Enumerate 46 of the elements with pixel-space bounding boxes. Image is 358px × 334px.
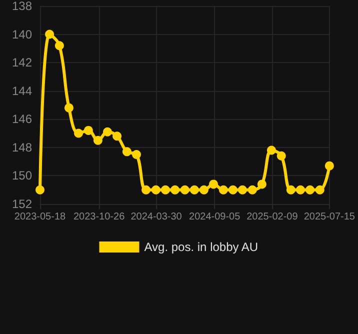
point xyxy=(228,185,238,194)
point xyxy=(103,127,112,136)
point xyxy=(132,150,141,159)
point xyxy=(190,185,199,194)
point xyxy=(257,180,266,189)
point xyxy=(84,126,93,135)
point xyxy=(160,185,170,194)
point xyxy=(209,180,218,189)
point xyxy=(151,185,160,194)
x-tick-label: 2023-10-26 xyxy=(73,212,126,222)
point xyxy=(238,185,247,194)
y-tick-label: 138 xyxy=(12,0,32,13)
point xyxy=(142,185,151,194)
point xyxy=(36,185,44,194)
point xyxy=(315,185,324,194)
y-tick-label: 150 xyxy=(12,168,32,183)
x-tick-label: 2023-05-18 xyxy=(14,212,66,222)
x-tick-label: 2025-02-09 xyxy=(246,212,298,222)
legend-label: Avg. pos. in lobby AU xyxy=(144,240,258,254)
x-tick-label: 2025-07-15 xyxy=(304,212,356,222)
point xyxy=(112,132,122,141)
point xyxy=(218,185,228,194)
point xyxy=(199,185,208,194)
x-tick-label: 2024-09-05 xyxy=(189,212,241,222)
point xyxy=(122,147,132,156)
point xyxy=(170,185,180,194)
point xyxy=(64,103,74,112)
point xyxy=(93,136,102,145)
point xyxy=(296,185,305,194)
point xyxy=(74,128,84,138)
point xyxy=(54,41,64,50)
point xyxy=(286,185,296,194)
point xyxy=(180,185,190,194)
x-tick-label: 2024-03-30 xyxy=(130,212,182,222)
point xyxy=(305,185,314,194)
point xyxy=(45,30,54,39)
y-tick-label: 144 xyxy=(12,84,32,98)
y-tick-label: 148 xyxy=(12,140,32,154)
y-tick-label: 146 xyxy=(12,112,32,126)
point xyxy=(276,151,286,160)
point xyxy=(248,185,257,194)
y-tick-label: 142 xyxy=(12,56,32,70)
y-tick-label: 140 xyxy=(12,27,32,42)
point xyxy=(266,146,276,155)
y-tick-label: 152 xyxy=(12,197,32,211)
point xyxy=(324,161,334,170)
